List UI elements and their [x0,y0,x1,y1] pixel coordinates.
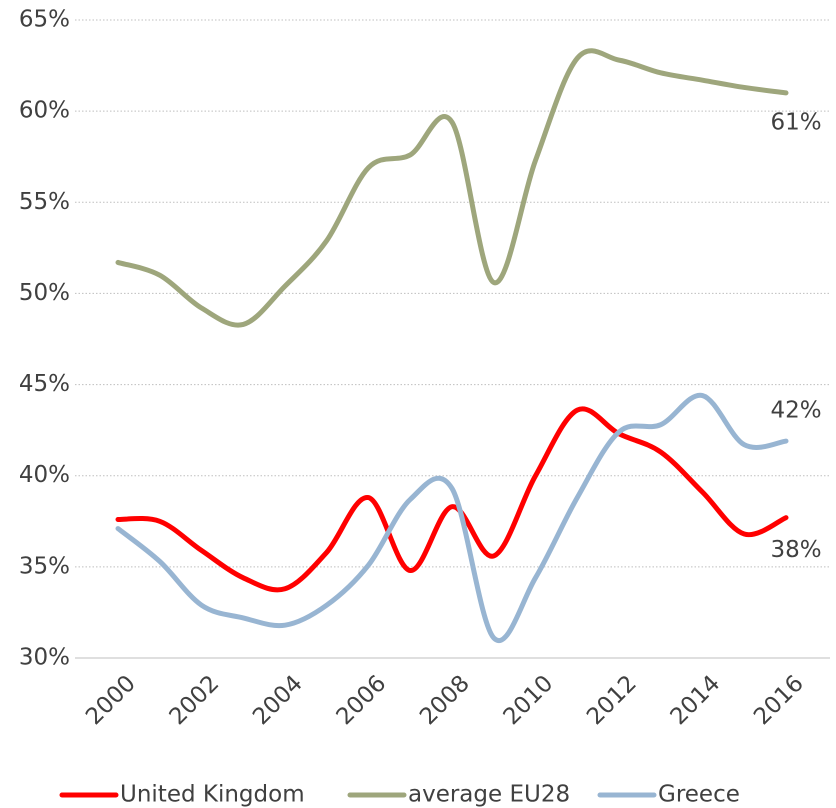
data-label: 61% [770,109,821,135]
x-tick-label: 2014 [666,670,726,730]
x-tick-label: 2012 [582,670,642,730]
y-tick-label: 60% [19,98,70,124]
y-tick-label: 50% [19,280,70,306]
x-tick-label: 2016 [749,670,809,730]
x-tick-label: 2010 [499,670,559,730]
y-tick-label: 40% [19,462,70,488]
data-label: 38% [770,537,821,563]
legend-label: average EU28 [408,782,570,808]
x-tick-label: 2008 [415,670,475,730]
x-tick-label: 2002 [165,670,225,730]
y-tick-label: 35% [19,553,70,579]
legend-label: Greece [658,782,740,808]
legend-label: United Kingdom [120,782,305,808]
series-line [115,406,789,593]
data-label: 42% [770,398,821,424]
series-line [115,392,789,643]
x-tick-label: 2006 [332,670,392,730]
y-tick-label: 65% [19,7,70,33]
x-tick-label: 2004 [248,670,308,730]
y-tick-label: 55% [19,189,70,215]
y-tick-label: 30% [19,645,70,671]
series-line [115,48,789,328]
x-tick-label: 2000 [81,670,141,730]
y-tick-label: 45% [19,371,70,397]
